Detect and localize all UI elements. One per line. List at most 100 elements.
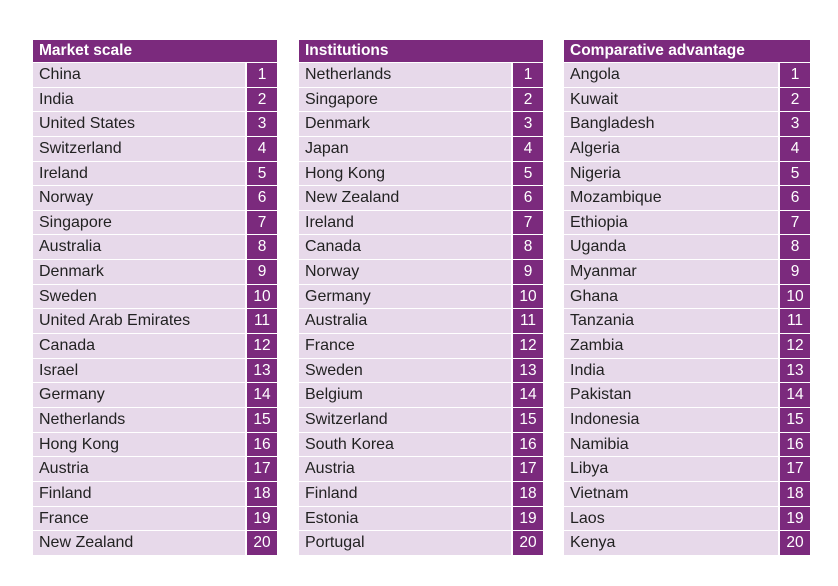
country-name: Estonia [299, 506, 511, 531]
table-header: Market scale [33, 40, 277, 62]
table-row: New Zealand 6 [299, 185, 543, 210]
country-name: Myanmar [564, 260, 778, 284]
country-name: Sweden [33, 284, 245, 309]
country-name: Australia [33, 235, 245, 260]
country-name: Hong Kong [33, 432, 245, 457]
rank-number: 10 [780, 284, 810, 309]
table-body: China 1 India 2 United States 3 Switzerland 4 Ir… [33, 62, 277, 555]
rank-number: 8 [780, 235, 810, 260]
table-row: Kuwait 2 [564, 86, 810, 112]
table-row: Finland 18 [299, 480, 543, 506]
country-name: Denmark [299, 112, 511, 136]
rank-number: 19 [780, 506, 810, 531]
rank-number: 14 [247, 383, 277, 407]
country-name: Switzerland [33, 136, 245, 161]
country-name: Japan [299, 136, 511, 161]
country-name: Finland [299, 481, 511, 506]
country-name: Austria [33, 457, 245, 481]
rank-number: 2 [247, 87, 277, 112]
rank-number: 7 [247, 210, 277, 235]
rank-number: 17 [247, 457, 277, 481]
table-row: Australia 8 [33, 234, 277, 260]
country-name: Finland [33, 481, 245, 506]
country-name: Ireland [33, 161, 245, 186]
rank-number: 3 [247, 112, 277, 136]
rank-number: 12 [780, 334, 810, 358]
rank-number: 11 [780, 309, 810, 334]
table-row: Australia 11 [299, 308, 543, 334]
rank-number: 1 [247, 63, 277, 87]
rank-number: 16 [513, 432, 543, 457]
table-row: Tanzania 11 [564, 308, 810, 334]
table-row: South Korea 16 [299, 431, 543, 457]
rank-number: 8 [513, 235, 543, 260]
rank-number: 9 [247, 260, 277, 284]
table-row: Indonesia 15 [564, 406, 810, 432]
country-name: China [33, 63, 245, 87]
market-scale-table: Market scale China 1 India 2 United States 3 S… [33, 40, 277, 555]
rank-number: 20 [513, 531, 543, 555]
country-name: Mozambique [564, 186, 778, 210]
rank-number: 4 [513, 136, 543, 161]
rank-number: 15 [247, 407, 277, 432]
rank-number: 13 [247, 358, 277, 383]
country-name: Indonesia [564, 407, 778, 432]
table-row: Ireland 7 [299, 209, 543, 235]
rank-number: 3 [513, 112, 543, 136]
table-row: Estonia 19 [299, 505, 543, 531]
table-row: Austria 17 [299, 456, 543, 481]
table-row: Norway 9 [299, 259, 543, 284]
rank-number: 4 [780, 136, 810, 161]
country-name: United Arab Emirates [33, 309, 245, 334]
table-row: Sweden 10 [33, 283, 277, 309]
table-row: Germany 14 [33, 382, 277, 407]
country-name: India [564, 358, 778, 383]
country-name: Ireland [299, 210, 511, 235]
table-row: Austria 17 [33, 456, 277, 481]
country-name: Belgium [299, 383, 511, 407]
rank-number: 2 [780, 87, 810, 112]
table-row: Angola 1 [564, 62, 810, 87]
country-name: Angola [564, 63, 778, 87]
country-name: Netherlands [299, 63, 511, 87]
rank-number: 6 [247, 186, 277, 210]
country-name: Switzerland [299, 407, 511, 432]
table-row: Switzerland 15 [299, 406, 543, 432]
rank-number: 14 [513, 383, 543, 407]
country-name: Canada [299, 235, 511, 260]
table-row: Norway 6 [33, 185, 277, 210]
table-row: Myanmar 9 [564, 259, 810, 284]
country-name: New Zealand [33, 531, 245, 555]
country-name: France [299, 334, 511, 358]
rank-number: 2 [513, 87, 543, 112]
table-row: Kenya 20 [564, 530, 810, 555]
rank-number: 16 [247, 432, 277, 457]
rank-number: 1 [513, 63, 543, 87]
country-name: Ethiopia [564, 210, 778, 235]
table-row: Namibia 16 [564, 431, 810, 457]
table-row: India 2 [33, 86, 277, 112]
country-name: Kuwait [564, 87, 778, 112]
rank-number: 13 [780, 358, 810, 383]
rank-number: 8 [247, 235, 277, 260]
country-name: Denmark [33, 260, 245, 284]
rank-number: 10 [247, 284, 277, 309]
rank-number: 18 [247, 481, 277, 506]
rank-number: 9 [513, 260, 543, 284]
country-name: Portugal [299, 531, 511, 555]
rank-number: 9 [780, 260, 810, 284]
table-row: Ireland 5 [33, 160, 277, 186]
table-row: Libya 17 [564, 456, 810, 481]
rank-number: 20 [780, 531, 810, 555]
rank-number: 12 [513, 334, 543, 358]
rank-number: 10 [513, 284, 543, 309]
country-name: Nigeria [564, 161, 778, 186]
country-name: France [33, 506, 245, 531]
rank-number: 5 [247, 161, 277, 186]
table-body: Netherlands 1 Singapore 2 Denmark 3 Japan 4 Hong… [299, 62, 543, 555]
country-name: Norway [299, 260, 511, 284]
table-row: Israel 13 [33, 357, 277, 383]
table-row: Zambia 12 [564, 333, 810, 358]
institutions-table: Institutions Netherlands 1 Singapore 2 Denma… [299, 40, 543, 555]
table-row: Canada 12 [33, 333, 277, 358]
